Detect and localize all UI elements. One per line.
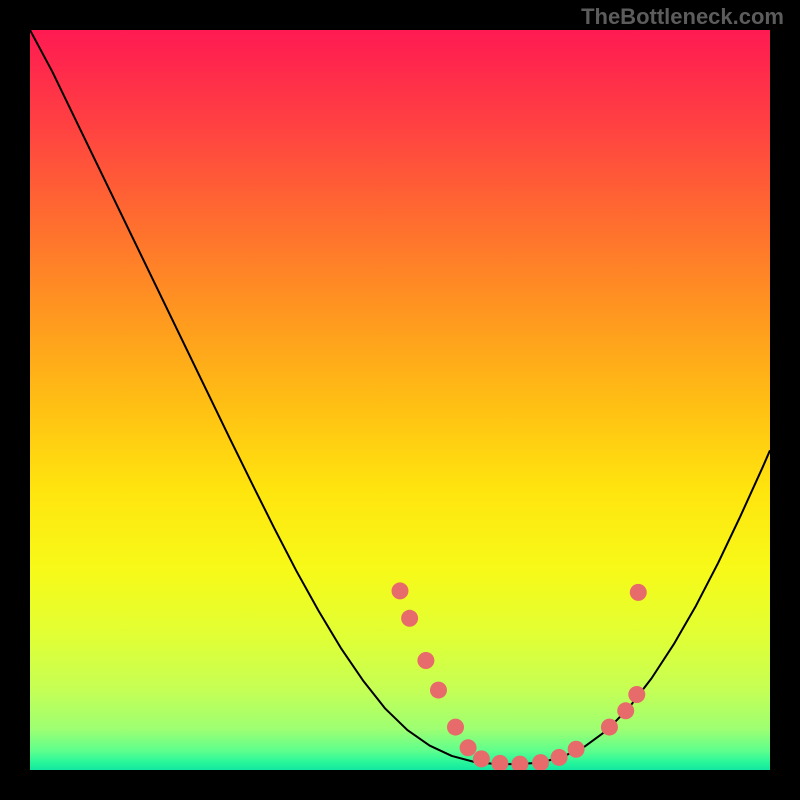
data-point <box>491 755 508 770</box>
bottleneck-curve <box>30 30 770 764</box>
data-point <box>417 652 434 669</box>
data-point <box>630 584 647 601</box>
watermark-text: TheBottleneck.com <box>581 4 784 30</box>
data-point <box>460 739 477 756</box>
data-point <box>617 702 634 719</box>
data-point <box>511 756 528 770</box>
data-point <box>401 610 418 627</box>
data-point <box>568 741 585 758</box>
data-point <box>473 750 490 767</box>
chart-svg <box>30 30 770 770</box>
plot-area <box>30 30 770 770</box>
data-point <box>392 582 409 599</box>
data-point <box>430 682 447 699</box>
data-point <box>532 754 549 770</box>
data-point <box>601 719 618 736</box>
data-point <box>628 686 645 703</box>
data-point <box>551 749 568 766</box>
data-point <box>447 719 464 736</box>
